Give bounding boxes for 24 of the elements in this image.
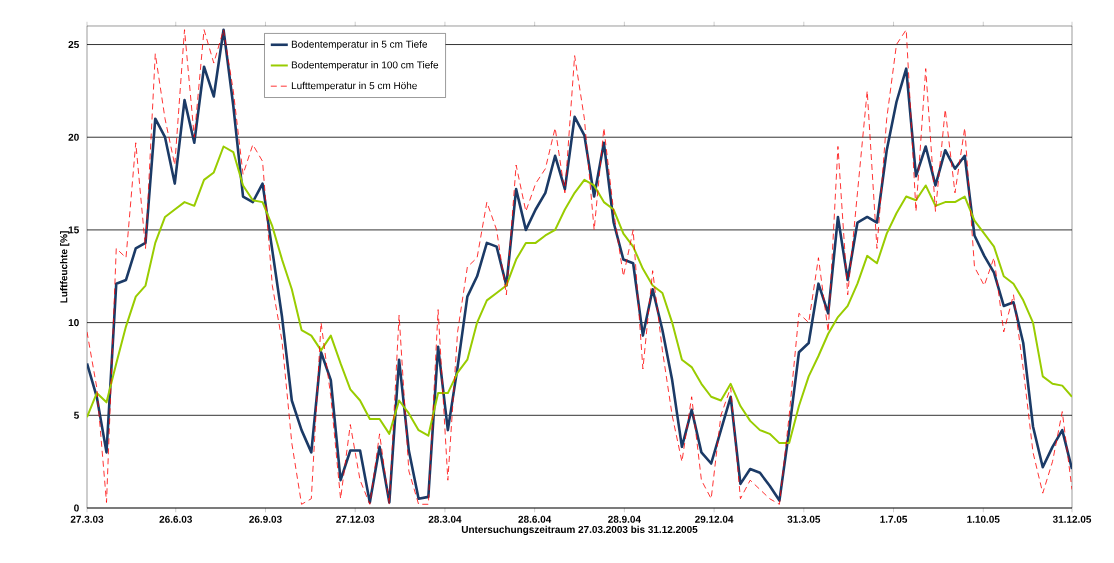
- y-axis-title: Luftfeuchte [%]: [60, 231, 70, 303]
- x-tick-label: 27.3.03: [70, 515, 104, 523]
- x-tick-label: 28.3.04: [428, 515, 462, 523]
- y-tick-label: 25: [68, 41, 79, 49]
- x-tick-label: 28.6.04: [518, 515, 552, 523]
- y-tick-label: 10: [68, 319, 79, 327]
- legend-label: Bodentemperatur in 100 cm Tiefe: [291, 61, 439, 71]
- x-axis-title: Untersuchungszeitraum 27.03.2003 bis 31.12.2005: [461, 525, 698, 536]
- x-tick-label: 26.6.03: [159, 515, 193, 523]
- x-tick-label: 1.7.05: [880, 515, 908, 523]
- y-tick-label: 0: [74, 504, 79, 512]
- x-tick-label: 31.12.05: [1052, 515, 1092, 523]
- x-tick-label: 29.12.04: [695, 515, 734, 523]
- y-tick-label: 15: [68, 226, 79, 234]
- x-tick-label: 31.3.05: [787, 515, 821, 523]
- x-tick-label: 1.10.05: [967, 515, 1000, 523]
- legend-label: Lufttemperatur in 5 cm Höhe: [291, 81, 417, 92]
- x-tick-label: 28.9.04: [608, 515, 641, 523]
- x-tick-label: 26.9.03: [249, 515, 282, 523]
- x-tick-label: 27.12.03: [336, 515, 375, 523]
- legend-label: Bodentemperatur in 5 cm Tiefe: [291, 40, 428, 50]
- y-tick-label: 20: [68, 133, 79, 141]
- line-series: [87, 145, 1073, 445]
- y-tick-label: 5: [74, 411, 79, 419]
